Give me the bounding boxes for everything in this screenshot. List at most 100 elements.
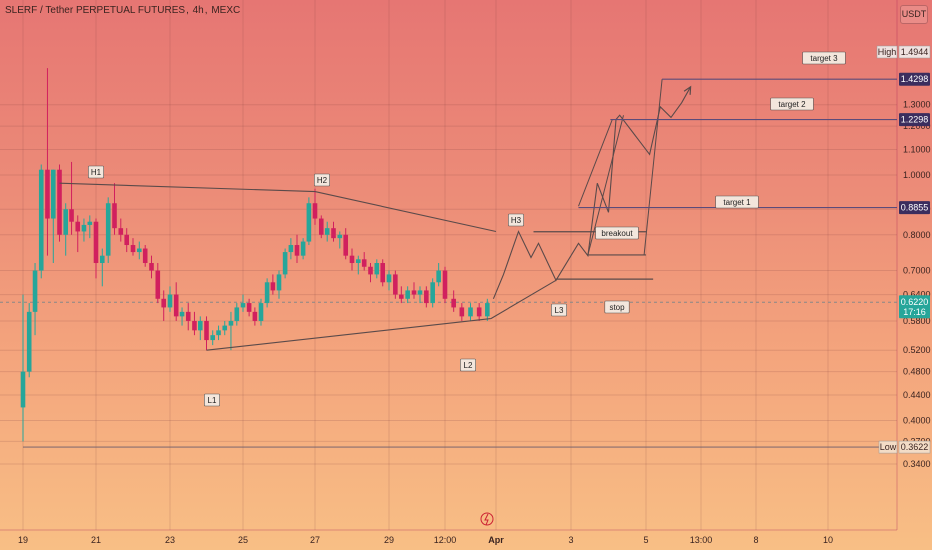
candle-up[interactable] — [32, 270, 38, 312]
candle-up[interactable] — [355, 259, 361, 264]
projection-line[interactable] — [643, 79, 663, 255]
pattern-line[interactable] — [59, 182, 497, 233]
label-target-1-box[interactable] — [715, 195, 759, 209]
label-target-2-box[interactable] — [770, 97, 814, 111]
label-h2-box[interactable] — [314, 173, 330, 187]
candle-down[interactable] — [124, 234, 130, 246]
candle-down[interactable] — [155, 270, 161, 299]
candle-down[interactable] — [451, 298, 456, 308]
candle-up[interactable] — [276, 274, 282, 291]
candle-up[interactable] — [436, 270, 441, 283]
lightning-icon-glyph — [484, 513, 489, 526]
label-stop-box[interactable] — [604, 300, 630, 314]
currency-button[interactable]: USDT — [900, 5, 928, 24]
candle-up[interactable] — [337, 234, 343, 239]
candle-up[interactable] — [258, 303, 264, 321]
candle-down[interactable] — [442, 270, 448, 299]
candle-up[interactable] — [20, 371, 26, 408]
candle-down[interactable] — [343, 234, 349, 256]
candle-down[interactable] — [142, 248, 148, 264]
candle-up[interactable] — [105, 203, 111, 256]
candle-up[interactable] — [417, 290, 423, 295]
candle-down[interactable] — [399, 294, 404, 299]
candle-up[interactable] — [38, 169, 44, 271]
pattern-line[interactable] — [206, 318, 491, 351]
candle-up[interactable] — [210, 335, 216, 341]
candle-down[interactable] — [424, 290, 429, 304]
candle-up[interactable] — [228, 320, 234, 326]
candle-up[interactable] — [50, 169, 56, 219]
candle-up[interactable] — [282, 252, 288, 275]
candle-up[interactable] — [197, 320, 203, 331]
candle-down[interactable] — [294, 245, 300, 256]
candle-up[interactable] — [374, 263, 380, 275]
candle-down[interactable] — [252, 311, 258, 321]
candle-down[interactable] — [161, 298, 167, 308]
candle-down[interactable] — [393, 274, 398, 295]
candle-down[interactable] — [331, 228, 336, 239]
candle-down[interactable] — [192, 320, 197, 331]
candle-down[interactable] — [312, 203, 318, 219]
candle-up[interactable] — [136, 248, 142, 253]
candle-down[interactable] — [185, 311, 191, 321]
candle-up[interactable] — [405, 290, 410, 299]
label-target-3-box[interactable] — [802, 51, 846, 65]
candle-up[interactable] — [386, 274, 392, 283]
candle-down[interactable] — [361, 259, 367, 267]
candle-down[interactable] — [246, 303, 252, 312]
candle-down[interactable] — [368, 266, 373, 275]
candle-up[interactable] — [324, 228, 330, 235]
candle-up[interactable] — [179, 311, 185, 317]
projection-line[interactable] — [578, 119, 613, 207]
candle-down[interactable] — [349, 255, 355, 264]
label-l3-box[interactable] — [551, 303, 567, 317]
candle-down[interactable] — [411, 290, 417, 295]
x-tick-label: 5 — [643, 535, 648, 545]
y-tick-label: 0.8000 — [903, 230, 931, 240]
candle-up[interactable] — [222, 325, 228, 331]
x-tick-label: 10 — [823, 535, 833, 545]
candle-up[interactable] — [99, 255, 105, 264]
candle-down[interactable] — [57, 169, 62, 235]
candle-down[interactable] — [173, 294, 179, 317]
candle-up[interactable] — [240, 303, 246, 308]
candle-up[interactable] — [167, 294, 173, 308]
candle-up[interactable] — [87, 221, 93, 225]
label-breakout-box[interactable] — [595, 226, 639, 240]
candle-up[interactable] — [81, 224, 87, 232]
candle-up[interactable] — [234, 307, 240, 321]
candle-down[interactable] — [118, 228, 124, 235]
candle-down[interactable] — [112, 203, 117, 229]
pattern-line[interactable] — [490, 279, 557, 320]
candle-down[interactable] — [380, 263, 386, 283]
candle-up[interactable] — [264, 282, 270, 304]
candle-down[interactable] — [93, 221, 99, 264]
lightning-icon[interactable] — [480, 512, 494, 526]
candle-up[interactable] — [63, 209, 69, 235]
candle-down[interactable] — [476, 307, 482, 317]
candle-down[interactable] — [69, 209, 74, 222]
label-h1-box[interactable] — [88, 165, 104, 179]
candle-up[interactable] — [26, 311, 32, 372]
candle-up[interactable] — [485, 303, 490, 317]
candle-down[interactable] — [270, 282, 276, 291]
candle-down[interactable] — [149, 263, 154, 271]
candle-up[interactable] — [468, 307, 473, 317]
candle-up[interactable] — [300, 241, 306, 256]
candle-down[interactable] — [130, 245, 136, 253]
candle-down[interactable] — [75, 221, 81, 232]
pattern-line[interactable] — [492, 86, 692, 300]
candle-up[interactable] — [306, 203, 312, 242]
candle-down[interactable] — [318, 218, 324, 235]
candle-down[interactable] — [45, 169, 50, 219]
candle-up[interactable] — [430, 282, 435, 304]
candle-down[interactable] — [204, 320, 209, 341]
label-h3-box[interactable] — [508, 213, 524, 227]
candle-down[interactable] — [459, 307, 465, 317]
label-l1-box[interactable] — [204, 393, 220, 407]
label-l2-box[interactable] — [460, 358, 476, 372]
candle-up[interactable] — [216, 330, 221, 336]
candle-up[interactable] — [288, 245, 294, 253]
x-tick-label: 19 — [18, 535, 28, 545]
